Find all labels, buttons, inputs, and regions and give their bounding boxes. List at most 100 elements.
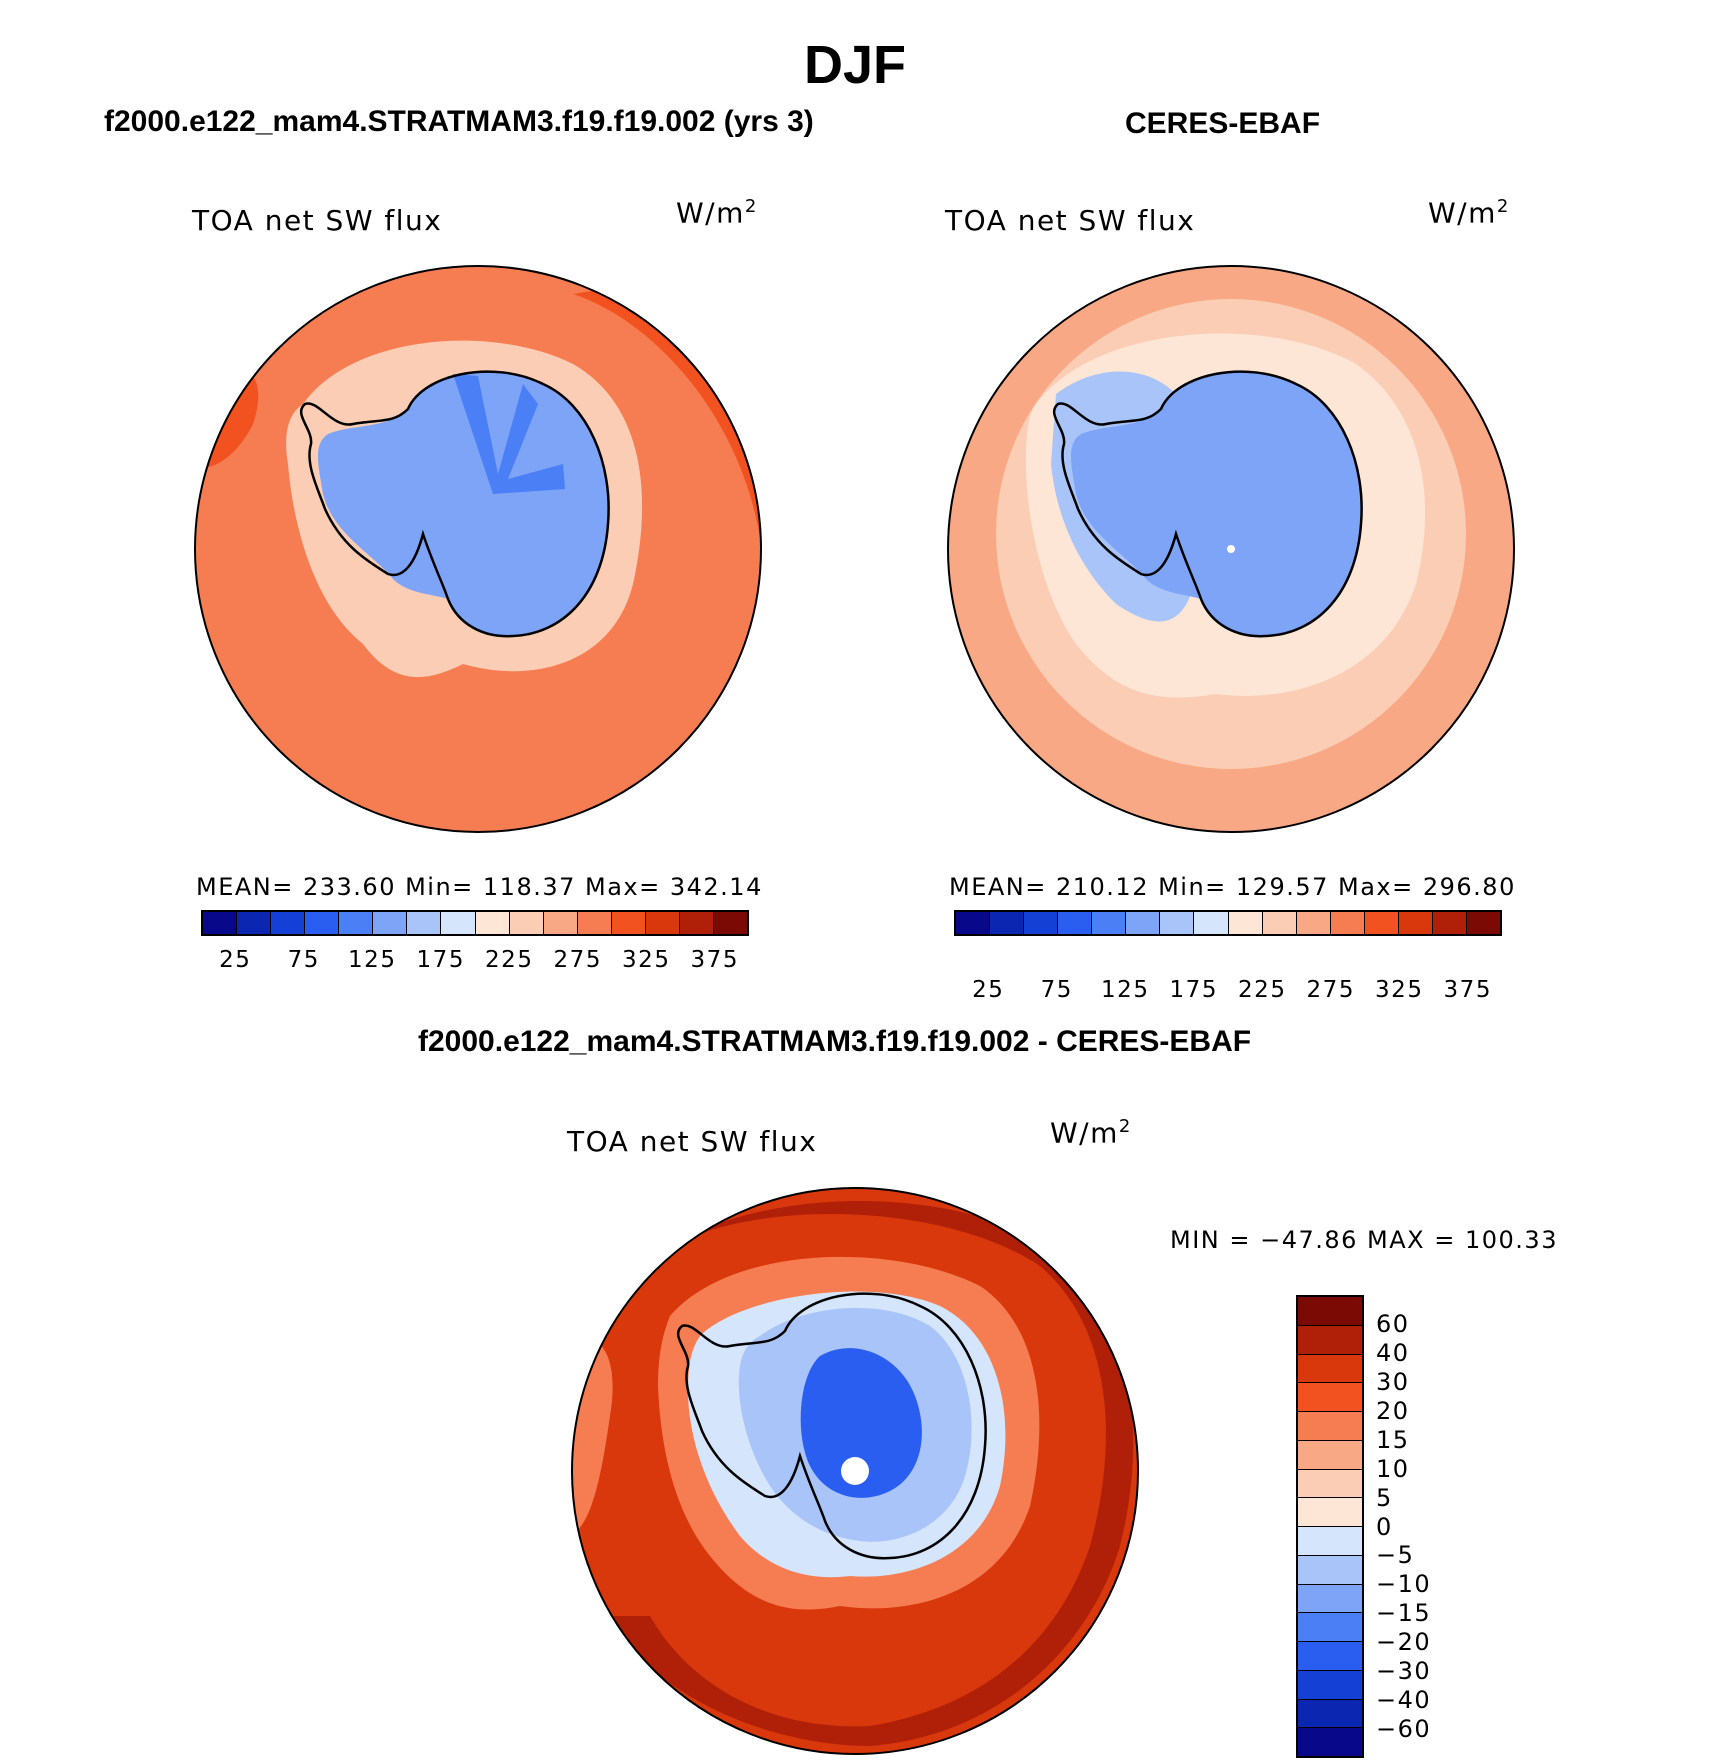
colorbar-swatch: [339, 912, 374, 934]
obs-antarctica-coastline: [1052, 370, 1363, 638]
model-colorbar-labels: 25 75 125 175 225 275 325 375: [201, 947, 749, 977]
diff-stats: MIN = −47.86 MAX = 100.33: [1170, 1226, 1558, 1254]
colorbar-swatch: [611, 912, 646, 934]
colorbar-swatch: [1298, 1555, 1362, 1585]
colorbar-tick-label: −40: [1376, 1686, 1432, 1715]
model-antarctica-coastline: [299, 370, 610, 638]
colorbar-swatch: [441, 912, 476, 934]
colorbar-swatch: [1024, 912, 1059, 934]
model-variable-label: TOA net SW flux: [192, 204, 443, 237]
obs-colorbar-labels: 25 75 125 175 225 275 325 375: [954, 977, 1502, 1007]
colorbar-swatch: [1298, 1297, 1362, 1326]
diff-antarctica-coastline: [676, 1292, 987, 1560]
colorbar-swatch: [1298, 1613, 1362, 1642]
colorbar-tick-label: 75: [287, 947, 320, 973]
colorbar-tick-label: 25: [972, 977, 1005, 1003]
diff-variable-label: TOA net SW flux: [567, 1125, 818, 1158]
colorbar-tick-label: 0: [1376, 1512, 1393, 1541]
colorbar-swatch: [1298, 1584, 1362, 1614]
colorbar-tick-label: 325: [1375, 977, 1424, 1003]
colorbar-tick-label: 275: [1306, 977, 1355, 1003]
colorbar-swatch: [1058, 912, 1093, 934]
colorbar-tick-label: 375: [1443, 977, 1492, 1003]
colorbar-swatch: [1298, 1699, 1362, 1729]
colorbar-swatch: [475, 912, 510, 934]
colorbar-tick-label: 225: [485, 947, 534, 973]
obs-pole-point: [1227, 545, 1235, 553]
colorbar-swatch: [1398, 912, 1433, 934]
colorbar-tick-label: −5: [1376, 1541, 1415, 1570]
colorbar-swatch: [679, 912, 714, 934]
colorbar-swatch: [1330, 912, 1365, 934]
colorbar-tick-label: 75: [1040, 977, 1073, 1003]
colorbar-swatch: [1194, 912, 1229, 934]
colorbar-swatch: [1364, 912, 1399, 934]
colorbar-swatch: [305, 912, 340, 934]
diff-panel-title: f2000.e122_mam4.STRATMAM3.f19.f19.002 - …: [418, 1025, 1252, 1058]
colorbar-swatch: [1466, 912, 1500, 934]
model-ice-shelf: [318, 371, 609, 637]
model-colorbar: [201, 910, 749, 936]
colorbar-tick-label: 175: [1169, 977, 1218, 1003]
figure-title: DJF: [803, 35, 906, 95]
colorbar-swatch: [1298, 1325, 1362, 1355]
colorbar-swatch: [237, 912, 272, 934]
colorbar-swatch: [1092, 912, 1127, 934]
colorbar-tick-label: 40: [1376, 1338, 1410, 1367]
obs-variable-label: TOA net SW flux: [945, 204, 1196, 237]
colorbar-swatch: [1298, 1469, 1362, 1499]
colorbar-tick-label: 5: [1376, 1483, 1393, 1512]
colorbar-swatch: [271, 912, 306, 934]
obs-colorbar: [954, 910, 1502, 936]
model-units-label: W/m2: [676, 196, 758, 230]
colorbar-swatch: [1160, 912, 1195, 934]
diff-colorbar: [1296, 1295, 1364, 1758]
diff-colorbar-labels: 60 40 30 20 15 10 5 0 −5 −10 −15 −20 −30 −40 −60: [1376, 1295, 1476, 1758]
diff-polar-map: [571, 1187, 1139, 1755]
colorbar-swatch: [1432, 912, 1467, 934]
colorbar-swatch: [1262, 912, 1297, 934]
colorbar-tick-label: 125: [1101, 977, 1150, 1003]
obs-panel-title: CERES-EBAF: [1125, 107, 1321, 140]
colorbar-swatch: [577, 912, 612, 934]
colorbar-swatch: [1228, 912, 1263, 934]
diff-pole-hole: [841, 1457, 869, 1485]
colorbar-swatch: [373, 912, 408, 934]
colorbar-swatch: [1298, 1383, 1362, 1412]
obs-ice-shelf: [1071, 371, 1362, 637]
colorbar-tick-label: −20: [1376, 1628, 1432, 1657]
obs-stats: MEAN= 210.12 Min= 129.57 Max= 296.80: [949, 873, 1516, 901]
diff-units-label: W/m2: [1050, 1116, 1132, 1150]
colorbar-tick-label: −30: [1376, 1657, 1432, 1686]
colorbar-swatch: [1126, 912, 1161, 934]
colorbar-tick-label: −15: [1376, 1599, 1432, 1628]
colorbar-swatch: [203, 912, 238, 934]
obs-units-label: W/m2: [1428, 196, 1510, 230]
colorbar-tick-label: −10: [1376, 1570, 1432, 1599]
colorbar-tick-label: 275: [553, 947, 602, 973]
colorbar-tick-label: 325: [622, 947, 671, 973]
colorbar-swatch: [1298, 1670, 1362, 1700]
colorbar-swatch: [407, 912, 442, 934]
model-panel-title: f2000.e122_mam4.STRATMAM3.f19.f19.002 (y…: [104, 105, 814, 138]
colorbar-tick-label: 20: [1376, 1396, 1410, 1425]
colorbar-swatch: [1298, 1527, 1362, 1556]
colorbar-tick-label: 225: [1238, 977, 1287, 1003]
colorbar-tick-label: 375: [690, 947, 739, 973]
colorbar-swatch: [990, 912, 1025, 934]
diff-ice-dark-core: [800, 1348, 922, 1498]
colorbar-tick-label: 175: [416, 947, 465, 973]
colorbar-swatch: [1298, 1642, 1362, 1671]
colorbar-swatch: [1296, 912, 1331, 934]
model-polar-map: [194, 265, 762, 833]
colorbar-tick-label: 30: [1376, 1367, 1410, 1396]
colorbar-swatch: [1298, 1440, 1362, 1470]
colorbar-tick-label: 10: [1376, 1454, 1410, 1483]
colorbar-swatch: [1298, 1412, 1362, 1441]
colorbar-swatch: [713, 912, 747, 934]
colorbar-swatch: [543, 912, 578, 934]
colorbar-swatch: [1298, 1498, 1362, 1527]
colorbar-swatch: [645, 912, 680, 934]
obs-polar-map: [947, 265, 1515, 833]
model-ocean-high-band: [573, 266, 761, 832]
